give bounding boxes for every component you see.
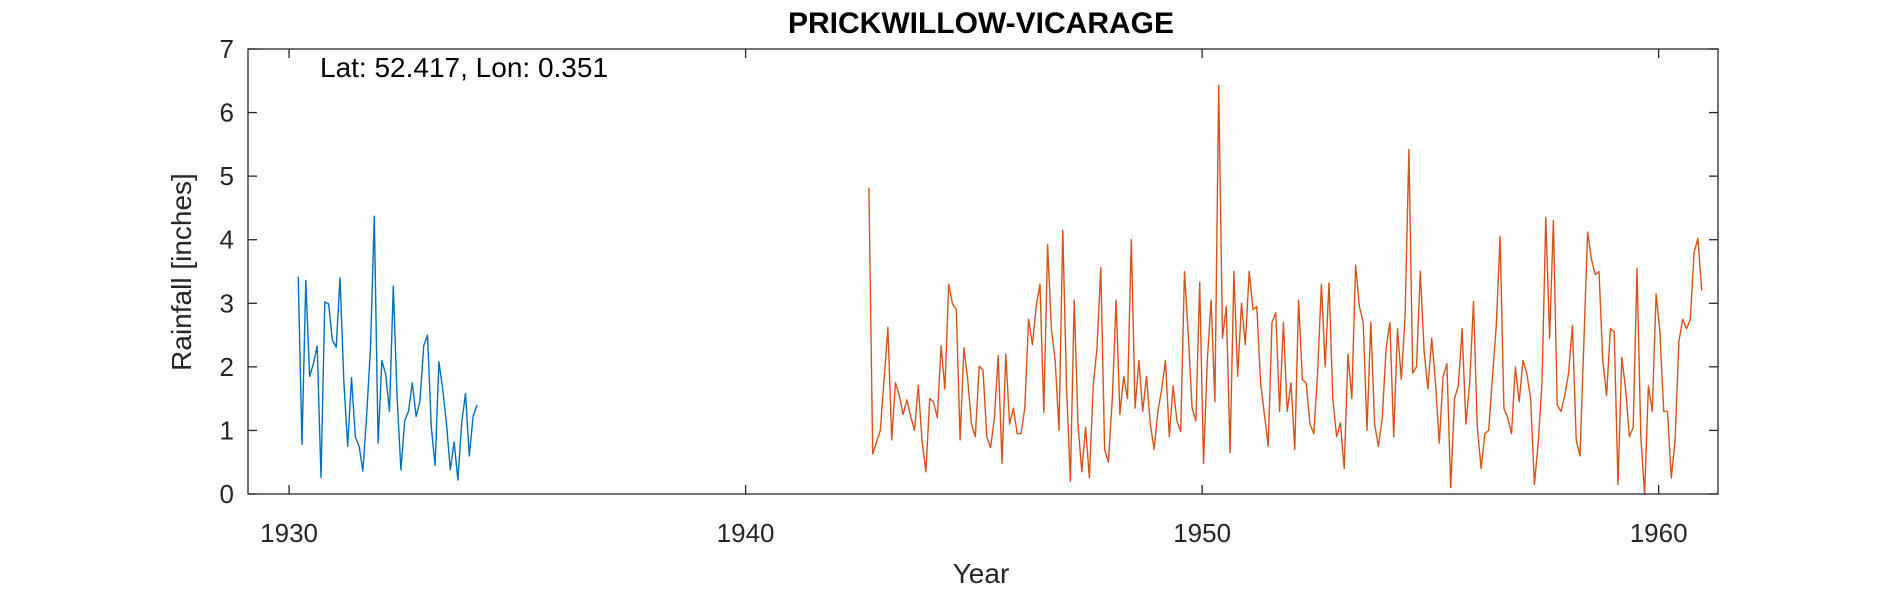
series-line-1 — [297, 215, 478, 481]
x-tick-label: 1950 — [1173, 518, 1231, 548]
plot-area — [248, 49, 1718, 494]
plot-background — [248, 49, 1718, 494]
y-tick-label: 3 — [220, 288, 234, 318]
x-tick-label: 1960 — [1630, 518, 1688, 548]
y-tick-label: 7 — [220, 34, 234, 64]
x-tick-label: 1930 — [260, 518, 318, 548]
y-tick-label: 4 — [220, 225, 234, 255]
x-tick-label: 1940 — [717, 518, 775, 548]
y-axis-label: Rainfall [inches] — [166, 173, 197, 371]
x-axis-label: Year — [953, 558, 1010, 589]
series-line-2 — [868, 84, 1703, 495]
chart-title: PRICKWILLOW-VICARAGE — [788, 7, 1174, 40]
axes: 0 1 2 3 4 5 6 7 1930 1940 1950 1960 — [220, 34, 1719, 548]
y-tick-label: 6 — [220, 98, 234, 128]
series-layer — [297, 84, 1703, 495]
coordinates-annotation: Lat: 52.417, Lon: 0.351 — [320, 52, 608, 83]
y-tick-label: 1 — [220, 415, 234, 445]
axes-box — [247, 48, 1719, 495]
y-tick-label: 5 — [220, 161, 234, 191]
y-tick-label: 2 — [220, 352, 234, 382]
y-tick-label: 0 — [220, 479, 234, 509]
